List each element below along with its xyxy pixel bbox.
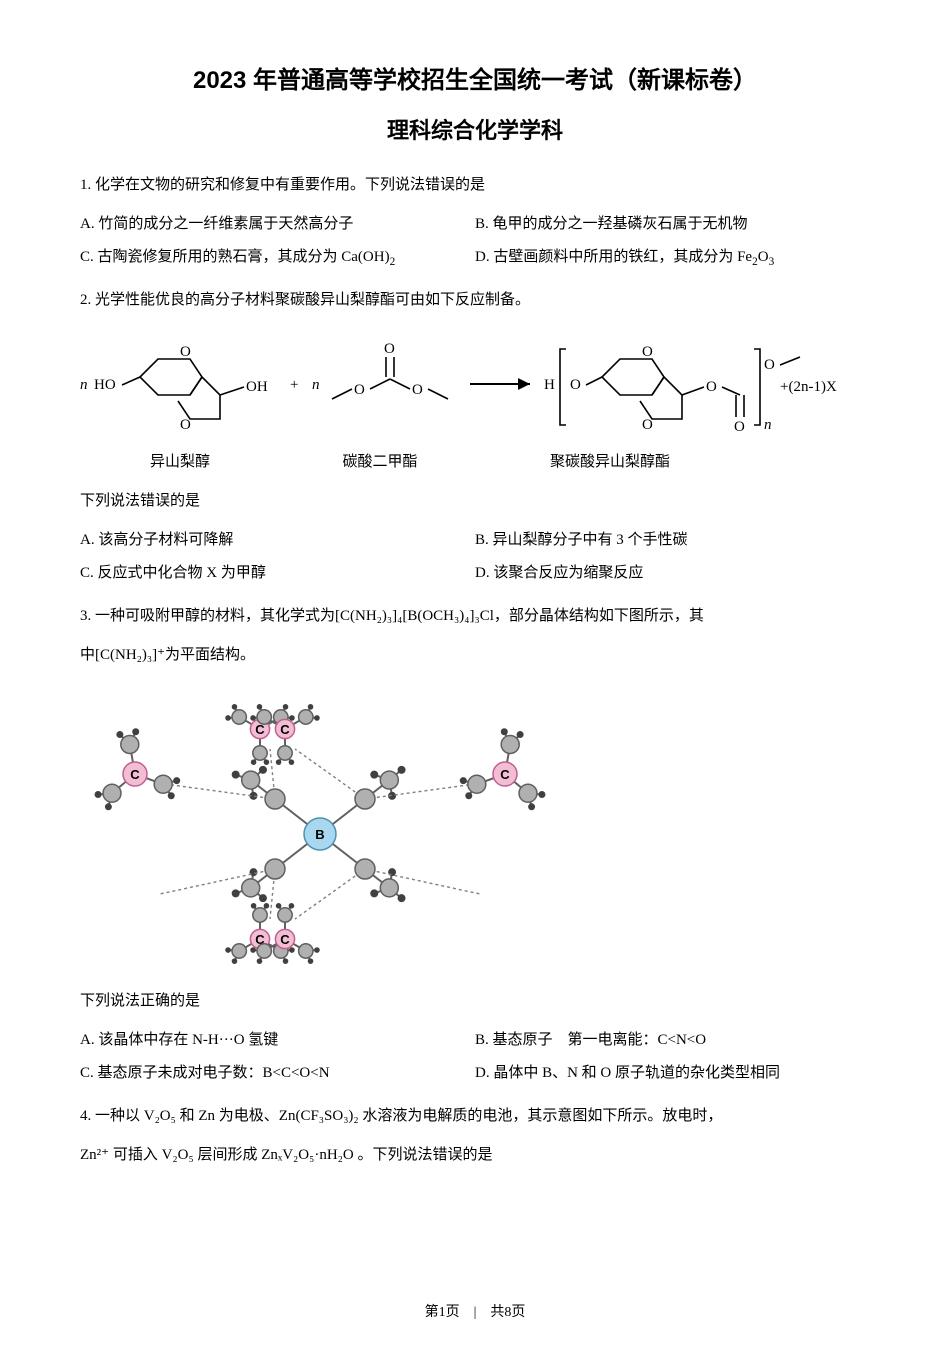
svg-text:+: + xyxy=(290,377,298,393)
svg-text:O: O xyxy=(734,419,745,435)
q1-opt-b: B. 龟甲的成分之一羟基磷灰石属于无机物 xyxy=(475,208,870,241)
svg-text:O: O xyxy=(570,377,581,393)
q3-stem-line1: 3. 一种可吸附甲醇的材料，其化学式为[C(NH₂)₃]₄[B(OCH₃)₄]₃… xyxy=(80,600,870,633)
svg-text:O: O xyxy=(706,379,717,395)
svg-text:O: O xyxy=(642,417,653,433)
svg-text:C: C xyxy=(130,767,140,782)
q2-opt-c: C. 反应式中化合物 X 为甲醇 xyxy=(80,557,475,590)
svg-text:O: O xyxy=(642,344,653,360)
q3-opt-c: C. 基态原子未成对电子数：B<C<O<N xyxy=(80,1057,475,1090)
svg-text:C: C xyxy=(280,932,290,947)
title-main: 2023 年普通高等学校招生全国统一考试（新课标卷） xyxy=(80,60,870,95)
q1-opt-d: D. 古壁画颜料中所用的铁红，其成分为 Fe2O3 xyxy=(475,241,870,274)
page-footer: 第1页 | 共8页 xyxy=(0,1301,950,1321)
svg-text:n: n xyxy=(80,377,88,393)
q3-opt-a: A. 该晶体中存在 N-H···O 氢键 xyxy=(80,1024,475,1057)
q1-stem: 1. 化学在文物的研究和修复中有重要作用。下列说法错误的是 xyxy=(80,169,870,202)
q3-follow: 下列说法正确的是 xyxy=(80,985,870,1018)
svg-text:OH: OH xyxy=(246,379,268,395)
q1-opt-a: A. 竹简的成分之一纤维素属于天然高分子 xyxy=(80,208,475,241)
svg-text:O: O xyxy=(180,344,191,360)
q2-options: A. 该高分子材料可降解 B. 异山梨醇分子中有 3 个手性碳 C. 反应式中化… xyxy=(80,524,870,590)
svg-text:O: O xyxy=(384,341,395,357)
q2-stem: 2. 光学性能优良的高分子材料聚碳酸异山梨醇酯可由如下反应制备。 xyxy=(80,284,870,317)
svg-text:C: C xyxy=(280,722,290,737)
q2-opt-b: B. 异山梨醇分子中有 3 个手性碳 xyxy=(475,524,870,557)
svg-text:O: O xyxy=(764,357,775,373)
q2-label-1: 异山梨醇 xyxy=(80,450,280,471)
q2-follow: 下列说法错误的是 xyxy=(80,485,870,518)
q3-stem-line2: 中[C(NH₂)₃]⁺为平面结构。 xyxy=(80,639,870,672)
q2-label-2: 碳酸二甲酯 xyxy=(280,450,480,471)
svg-text:O: O xyxy=(412,382,423,398)
svg-text:O: O xyxy=(180,417,191,433)
q3-opt-b: B. 基态原子 第一电离能：C<N<O xyxy=(475,1024,870,1057)
q1-options: A. 竹简的成分之一纤维素属于天然高分子 B. 龟甲的成分之一羟基磷灰石属于无机… xyxy=(80,208,870,274)
q2-label-3: 聚碳酸异山梨醇酯 xyxy=(480,450,740,471)
q1-opt-c: C. 古陶瓷修复所用的熟石膏，其成分为 Ca(OH)2 xyxy=(80,241,475,274)
svg-text:+(2n-1)X: +(2n-1)X xyxy=(780,379,837,395)
svg-text:n: n xyxy=(764,417,772,433)
q3-opt-d: D. 晶体中 B、N 和 O 原子轨道的杂化类型相同 xyxy=(475,1057,870,1090)
title-subject: 理科综合化学学科 xyxy=(80,113,870,145)
exam-page: 2023 年普通高等学校招生全国统一考试（新课标卷） 理科综合化学学科 1. 化… xyxy=(0,0,950,1345)
svg-text:HO: HO xyxy=(94,377,116,393)
svg-text:B: B xyxy=(315,827,324,842)
svg-text:C: C xyxy=(500,767,510,782)
q2-opt-d: D. 该聚合反应为缩聚反应 xyxy=(475,557,870,590)
svg-text:n: n xyxy=(312,377,320,393)
q2-reaction-diagram: n HO O O OH + n O O xyxy=(80,329,870,444)
q2-opt-a: A. 该高分子材料可降解 xyxy=(80,524,475,557)
svg-text:H: H xyxy=(544,377,555,393)
q3-crystal-diagram: CCCCCCB xyxy=(80,684,870,979)
q4-stem-line2: Zn²⁺ 可插入 V₂O₅ 层间形成 ZnₓV₂O₅·nH₂O 。下列说法错误的… xyxy=(80,1139,870,1172)
q3-options: A. 该晶体中存在 N-H···O 氢键 B. 基态原子 第一电离能：C<N<O… xyxy=(80,1024,870,1090)
svg-text:O: O xyxy=(354,382,365,398)
q2-labels: 异山梨醇 碳酸二甲酯 聚碳酸异山梨醇酯 xyxy=(80,450,870,471)
q4-stem-line1: 4. 一种以 V₂O₅ 和 Zn 为电极、Zn(CF₃SO₃)₂ 水溶液为电解质… xyxy=(80,1100,870,1133)
